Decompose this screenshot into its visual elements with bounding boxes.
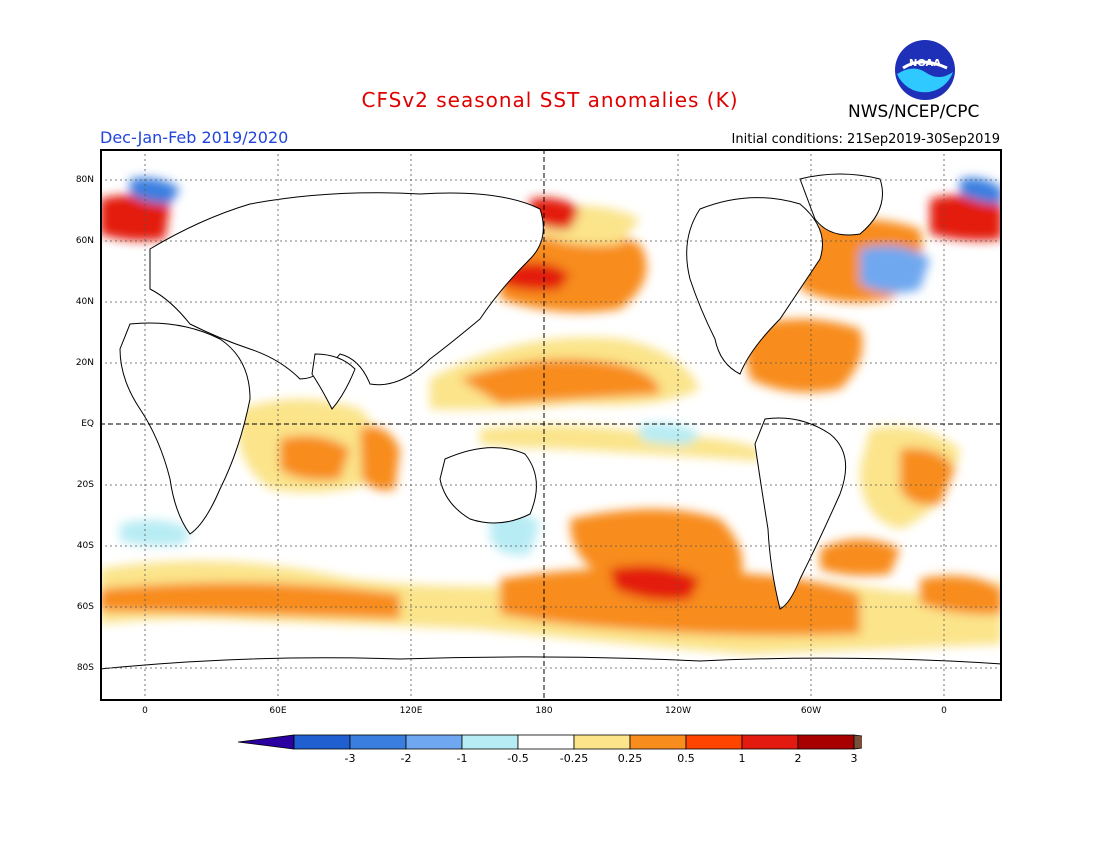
color-bar-label: -3 [344,752,356,765]
color-bar-segment [405,734,463,750]
color-bar-arrow-low [238,734,295,750]
svg-text:NOAA: NOAA [909,58,941,69]
sst-anomaly-map [100,149,1002,701]
color-bar-segment [797,734,855,750]
lat-label: 80N [75,175,94,185]
lat-label: 60S [76,602,94,612]
color-bar-label: 2 [794,752,802,765]
color-bar-segment [349,734,407,750]
forecast-period: Dec-Jan-Feb 2019/2020 [100,128,289,147]
color-bar-segment [573,734,631,750]
color-bar-label: -0.25 [559,752,589,765]
lon-label: 120W [664,706,692,716]
lon-label: 60W [800,706,822,716]
color-bar-segment [741,734,799,750]
lon-label: 60E [269,706,287,716]
lat-label: EQ [81,419,94,429]
color-bar-segment [293,734,351,750]
lon-label: 180 [535,706,553,716]
lon-label: 0 [941,706,947,716]
agency-label: NWS/NCEP/CPC [848,102,980,122]
lat-label: 20S [76,480,94,490]
color-bar-label: -1 [456,752,468,765]
color-bar-label: 3 [850,752,858,765]
lat-label: 40N [75,297,94,307]
lon-label: 120E [399,706,423,716]
color-bar-segment [517,734,575,750]
color-bar-segment [685,734,743,750]
lat-label: 20N [75,358,94,368]
color-bar-label: 0.5 [677,752,695,765]
lat-label: 40S [76,541,94,551]
lat-label: 60N [75,236,94,246]
noaa-logo: NOAA [895,40,955,100]
color-bar [238,734,862,750]
initial-conditions: Initial conditions: 21Sep2019-30Sep2019 [731,132,1000,147]
color-bar-label: -0.5 [507,752,529,765]
lon-label: 0 [142,706,148,716]
color-bar-arrow-high [853,734,862,750]
color-bar-segment [461,734,519,750]
lat-label: 80S [76,663,94,673]
color-bar-segment [629,734,687,750]
color-bar-label: -2 [400,752,412,765]
color-bar-label: 1 [738,752,746,765]
color-bar-label: 0.25 [617,752,643,765]
chart-title: CFSv2 seasonal SST anomalies (K) [361,88,739,112]
